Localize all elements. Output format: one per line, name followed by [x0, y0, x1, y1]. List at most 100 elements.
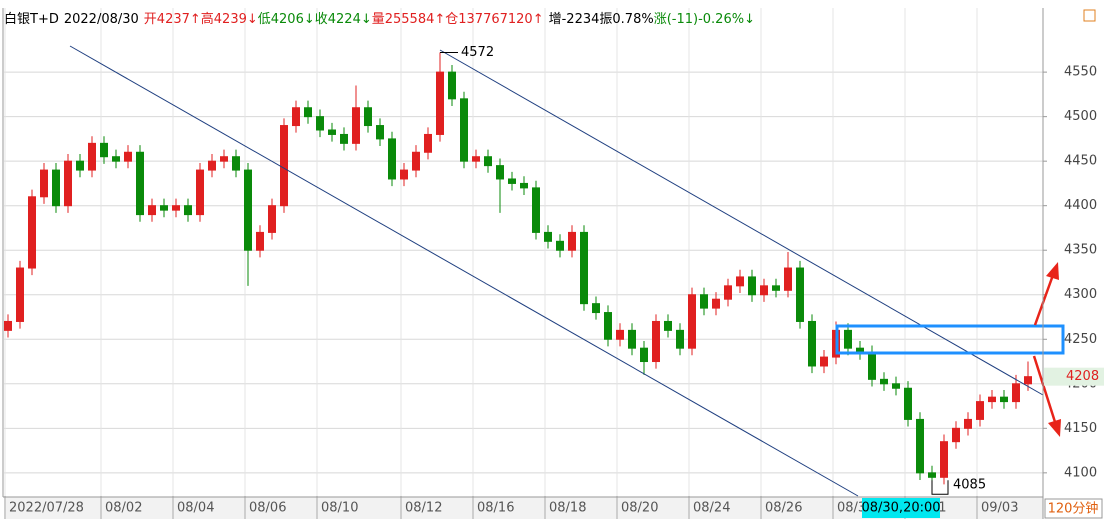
candle-body [724, 285, 732, 300]
x-tick-label: 08/06 [249, 501, 286, 516]
candle-body [580, 231, 588, 305]
candle-body [640, 347, 648, 363]
candle-body [436, 71, 444, 135]
candle-body [196, 169, 204, 216]
candle-body [268, 205, 276, 233]
candle-body [460, 98, 468, 162]
quote-field: 白银T+D [4, 12, 59, 27]
x-tick-label: 09/03 [981, 501, 1018, 516]
quote-field: 低4206↓ [257, 12, 315, 27]
x-tick-label: 08/02 [105, 501, 142, 516]
quote-field: 涨(-11)-0.26%↓ [653, 12, 755, 27]
candle-body [112, 156, 120, 162]
x-tick-label: 08/20 [621, 501, 658, 516]
y-tick-label: 4500 [1064, 109, 1097, 124]
candle-body [220, 156, 228, 162]
candle-body [52, 169, 60, 207]
candle-body [532, 187, 540, 233]
arrow-down-head [1048, 419, 1061, 437]
candle-body [736, 276, 744, 287]
x-tick-label: 08/04 [177, 501, 214, 516]
arrow-up-head [1046, 262, 1059, 280]
period-bg [1044, 498, 1103, 519]
candle-body [352, 107, 360, 144]
candle-body [520, 182, 528, 189]
low-pointer [931, 480, 949, 495]
y-tick-label: 4150 [1064, 421, 1097, 436]
candle-body [160, 205, 168, 211]
candle-body [1012, 383, 1020, 403]
quote-header: 白银T+D 2022/08/30 开4237↑高4239↓低4206↓收4224↓量… [4, 8, 755, 27]
candle-body [568, 231, 576, 251]
x-tick-label: 08/26 [765, 501, 802, 516]
candle-body [1000, 396, 1008, 403]
x-tick-label: 08/10 [321, 501, 358, 516]
x-axis-band [4, 497, 1043, 519]
candle-body [892, 383, 900, 389]
candle-body [700, 294, 708, 309]
candle-body [424, 133, 432, 153]
candle-body [148, 205, 156, 216]
candle-body [928, 472, 936, 478]
candle-body [508, 178, 516, 184]
candle-body [964, 418, 972, 429]
candle-body [748, 276, 756, 296]
candle-body [364, 107, 372, 127]
y-tick-label: 4250 [1064, 332, 1097, 347]
candle-body [232, 156, 240, 171]
candle-body [184, 205, 192, 216]
candle-body [628, 329, 636, 349]
candle-body [448, 71, 456, 100]
y-tick-label: 4300 [1064, 287, 1097, 302]
candle-body [340, 133, 348, 144]
y-tick-label: 4550 [1064, 65, 1097, 80]
candle-body [712, 298, 720, 309]
candle-body [796, 267, 804, 322]
arrow-down [1032, 355, 1057, 423]
candle-body [388, 138, 396, 180]
candle-body [784, 267, 792, 291]
candle-body [616, 329, 624, 340]
candle-body [592, 303, 600, 314]
candle-body [940, 441, 948, 478]
candle-body [1024, 376, 1032, 385]
overlay: 4572 4085 4208 08/30,20:00 120分钟 [440, 45, 1104, 519]
candle-body [688, 294, 696, 349]
candle-body [604, 312, 612, 340]
candle-body [652, 320, 660, 363]
channel-lower [69, 45, 859, 497]
quote-field: 高4239↓ [200, 12, 258, 27]
quote-field: 振0.78% [599, 12, 654, 27]
candle-body [208, 160, 216, 171]
candle-body [376, 125, 384, 140]
channel-upper [439, 49, 1044, 396]
cursor-bg [862, 498, 940, 518]
quote-field: 2022/08/30 [63, 12, 139, 27]
quote-field: 量255584↑ [371, 12, 446, 27]
candle-body [484, 156, 492, 167]
low-label: 4085 [953, 478, 986, 493]
period-label[interactable]: 120分钟 [1048, 501, 1099, 517]
candle-body [400, 169, 408, 180]
candle-body [28, 196, 36, 269]
x-tick-label: 08/12 [405, 501, 442, 516]
candle-body [844, 329, 852, 349]
x-tick-label: 08/18 [549, 501, 586, 516]
x-tick-label: 08/16 [477, 501, 514, 516]
candle-body [772, 285, 780, 291]
corner-icon[interactable] [1083, 9, 1096, 22]
candle-body [304, 107, 312, 118]
candle-body [100, 142, 108, 158]
candle-body [952, 427, 960, 443]
candle-body [136, 151, 144, 216]
candle-body [88, 142, 96, 171]
candle-body [316, 116, 324, 131]
candle-body [988, 396, 996, 403]
candle-body [64, 160, 72, 207]
candle-body [472, 156, 480, 162]
candle-body [808, 320, 816, 367]
